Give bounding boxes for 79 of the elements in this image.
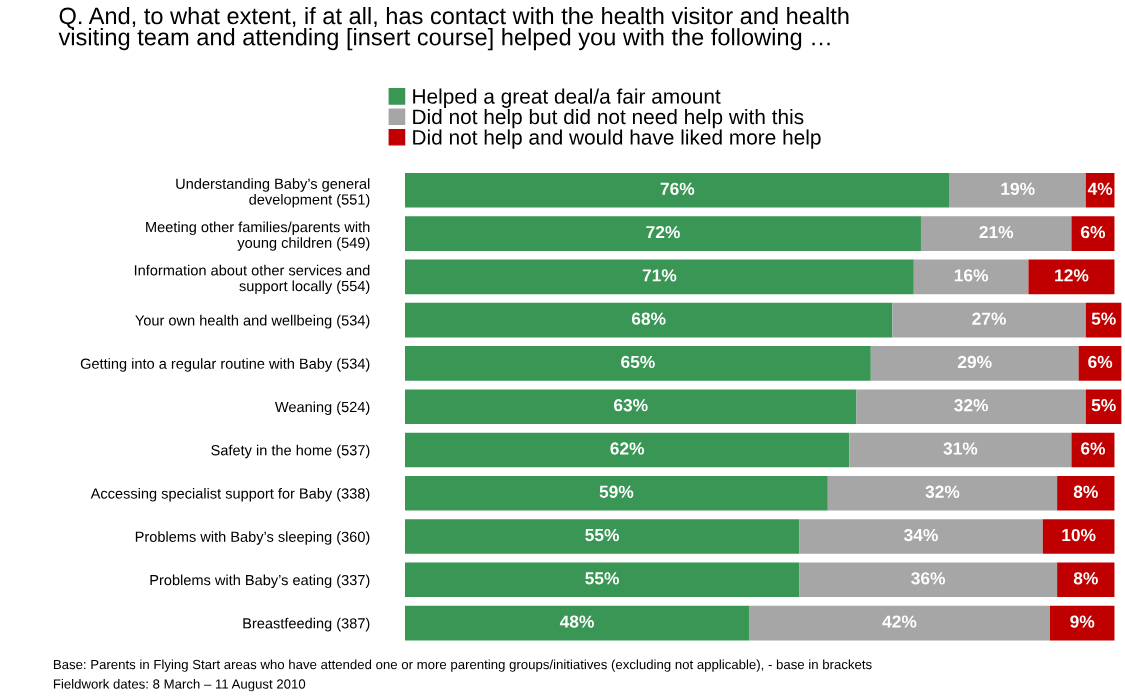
data-label: 65% xyxy=(621,355,655,369)
bar xyxy=(799,562,1058,598)
data-label: 55% xyxy=(585,572,619,585)
bar xyxy=(913,259,1029,295)
y-tick-label: Breastfeeding (387) xyxy=(243,617,370,632)
data-label: 42% xyxy=(882,615,917,628)
bar xyxy=(405,259,914,295)
bar xyxy=(405,432,850,468)
data-label: 31% xyxy=(943,442,978,455)
data-label: 59% xyxy=(599,485,634,498)
bar xyxy=(405,562,800,598)
bar xyxy=(405,346,871,381)
data-label: 36% xyxy=(911,572,946,585)
bar xyxy=(1057,475,1115,511)
y-tick-label: Understanding Baby’s general development (551) xyxy=(176,178,370,208)
bar xyxy=(405,302,893,338)
bar xyxy=(1042,519,1115,554)
bar xyxy=(1028,259,1115,295)
bar xyxy=(856,389,1086,425)
bar xyxy=(405,216,921,251)
legend-label: Did not help but did not need help with this xyxy=(413,108,804,129)
bar xyxy=(405,605,749,641)
data-label: 27% xyxy=(972,312,1006,325)
bar xyxy=(405,519,800,554)
data-label: 71% xyxy=(642,269,677,282)
bar xyxy=(748,605,1050,641)
y-tick-label: Weaning (524) xyxy=(274,401,370,416)
y-tick-label: Information about other services and support locally (554) xyxy=(134,264,370,295)
bar xyxy=(892,302,1086,338)
bar xyxy=(405,389,857,425)
legend-label: Helped a great deal/a fair amount xyxy=(413,88,721,108)
data-label: 6% xyxy=(1081,225,1106,239)
y-tick-label: Getting into a regular routine with Baby (534) xyxy=(80,358,370,372)
data-label: 32% xyxy=(954,399,989,412)
y-tick-label: Your own health and wellbeing (534) xyxy=(135,314,370,329)
bar xyxy=(849,432,1072,468)
data-label: 19% xyxy=(1001,182,1035,195)
bar xyxy=(1057,562,1115,598)
y-tick-label: Problems with Baby’s eating (337) xyxy=(150,574,370,589)
data-label: 6% xyxy=(1088,355,1113,369)
legend-label: Did not help and would have liked more help xyxy=(413,129,821,149)
data-label: 4% xyxy=(1087,182,1113,195)
data-label: 8% xyxy=(1073,572,1098,585)
data-label: 76% xyxy=(660,182,695,195)
text: Fieldwork dates: 8 March – 11 August 2010 xyxy=(53,679,306,692)
data-label: 34% xyxy=(904,528,938,542)
bar xyxy=(920,216,1072,251)
bar xyxy=(949,173,1086,208)
data-label: 63% xyxy=(614,399,648,412)
bar xyxy=(870,346,1079,381)
data-label: 5% xyxy=(1091,312,1116,325)
data-label: 72% xyxy=(646,225,680,239)
bar xyxy=(1071,432,1115,468)
bar xyxy=(799,519,1043,554)
data-label: 62% xyxy=(610,442,645,455)
data-label: 9% xyxy=(1070,615,1095,628)
y-tick-label: Safety in the home (537) xyxy=(211,444,370,459)
data-label: 10% xyxy=(1062,528,1096,542)
data-label: 12% xyxy=(1055,269,1089,282)
bar xyxy=(405,173,950,208)
data-label: 16% xyxy=(954,269,989,282)
bar xyxy=(405,475,828,511)
data-label: 48% xyxy=(559,615,594,628)
data-label: 32% xyxy=(925,485,960,498)
data-label: 29% xyxy=(957,355,992,369)
text: Base: Parents in Flying Start areas who have attended one or more parenting groups/initiatives (excluding not applicable), - base in brackets xyxy=(53,659,872,672)
bar xyxy=(1071,216,1115,251)
y-tick-label: Meeting other families/parents with young children (549) xyxy=(146,221,370,251)
data-label: 8% xyxy=(1073,485,1098,498)
y-tick-label: Accessing specialist support for Baby (338) xyxy=(90,487,370,502)
data-label: 5% xyxy=(1091,399,1116,412)
data-label: 21% xyxy=(979,225,1014,239)
bar xyxy=(827,475,1058,511)
data-label: 55% xyxy=(585,528,619,542)
data-label: 6% xyxy=(1081,442,1106,455)
data-label: 68% xyxy=(631,312,666,325)
bar xyxy=(1049,605,1115,641)
y-tick-label: Problems with Baby’s sleeping (360) xyxy=(135,531,370,545)
chart-title: Q. And, to what extent, if at all, has contact with the health visitor and health visiting team and attending [insert course] helped you with the following … xyxy=(58,6,849,51)
